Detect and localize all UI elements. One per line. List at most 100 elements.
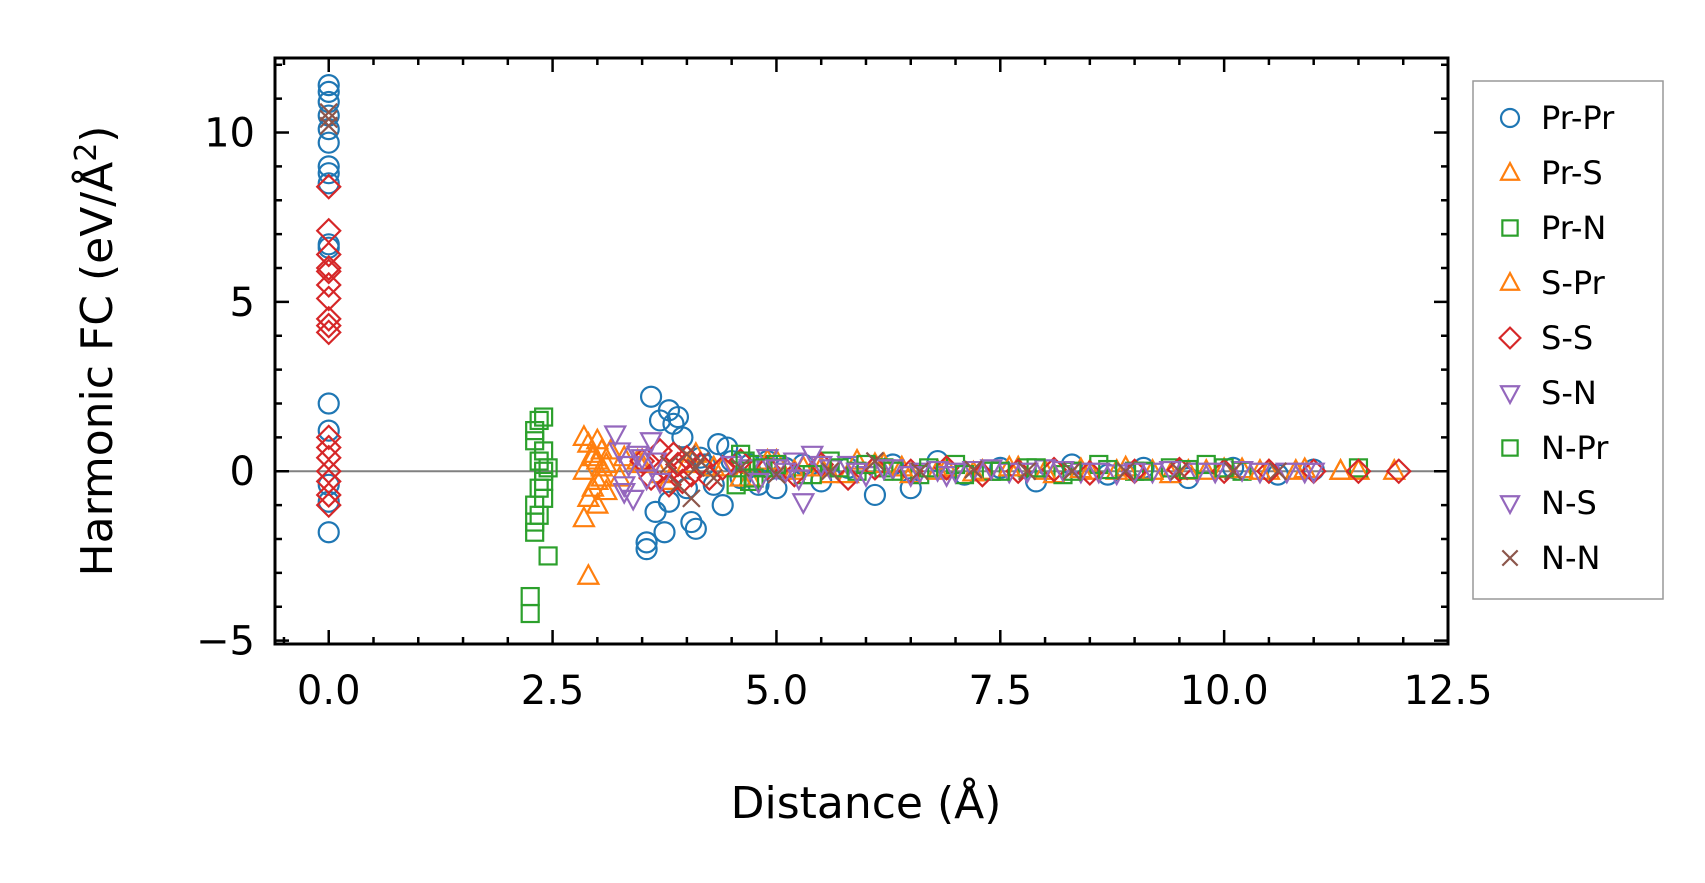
data-point bbox=[315, 319, 342, 346]
data-point bbox=[1223, 461, 1243, 481]
data-point bbox=[925, 460, 950, 483]
data-point bbox=[820, 461, 840, 481]
x-tick-label: 10.0 bbox=[1180, 668, 1269, 714]
data-point bbox=[1194, 457, 1219, 480]
data-point bbox=[707, 433, 730, 456]
data-point bbox=[315, 424, 342, 451]
legend-label: N-Pr bbox=[1541, 429, 1609, 467]
data-point bbox=[630, 449, 654, 472]
data-point bbox=[616, 455, 641, 478]
data-point bbox=[315, 305, 342, 332]
data-point bbox=[576, 562, 601, 585]
data-point bbox=[317, 392, 340, 415]
data-point bbox=[666, 405, 690, 429]
data-point bbox=[585, 468, 610, 491]
data-point bbox=[682, 489, 701, 508]
legend: Pr-Pr Pr-S Pr-N S-Pr S-S S-N N-Pr N-S N-N bbox=[1472, 80, 1664, 600]
data-point bbox=[709, 454, 736, 481]
legend-item-n-pr: N-Pr bbox=[1501, 429, 1609, 467]
y-tick-label: 10 bbox=[204, 111, 255, 157]
legend-marker bbox=[1501, 549, 1519, 567]
data-point bbox=[572, 505, 596, 528]
data-point bbox=[1328, 457, 1353, 480]
legend-marker bbox=[1499, 107, 1521, 129]
data-point bbox=[704, 468, 724, 488]
data-points-layer bbox=[315, 73, 1412, 624]
data-point bbox=[791, 493, 816, 516]
series-n-pr bbox=[726, 451, 1234, 495]
data-point bbox=[317, 521, 340, 544]
data-point bbox=[1158, 460, 1183, 483]
legend-label: S-S bbox=[1541, 319, 1593, 357]
data-point bbox=[1248, 457, 1272, 480]
data-point bbox=[711, 494, 734, 517]
data-point bbox=[677, 445, 697, 464]
data-point bbox=[639, 432, 663, 455]
data-point bbox=[1166, 456, 1193, 483]
data-point bbox=[1086, 462, 1111, 485]
data-point bbox=[315, 241, 342, 268]
data-point bbox=[634, 469, 659, 492]
legend-label: Pr-Pr bbox=[1541, 99, 1615, 137]
legend-label: S-N bbox=[1541, 374, 1597, 412]
legend-marker bbox=[1501, 219, 1519, 237]
data-point bbox=[319, 116, 339, 136]
data-point bbox=[691, 451, 710, 471]
legend-item-s-pr: S-Pr bbox=[1499, 264, 1606, 302]
data-point bbox=[648, 472, 672, 495]
data-point bbox=[317, 73, 340, 97]
data-point bbox=[317, 80, 340, 103]
data-point bbox=[653, 521, 676, 544]
legend-label: N-N bbox=[1541, 539, 1600, 577]
series-n-n bbox=[319, 102, 1288, 508]
data-point bbox=[1026, 458, 1046, 478]
y-tick-label: −5 bbox=[196, 619, 255, 665]
legend-marker bbox=[1501, 439, 1519, 457]
legend-item-s-n: S-N bbox=[1499, 374, 1597, 412]
legend-item-pr-n: Pr-N bbox=[1501, 209, 1606, 247]
data-point bbox=[655, 471, 683, 498]
data-point bbox=[315, 492, 342, 519]
data-point bbox=[534, 471, 554, 492]
y-axis-label-superscript: 2 bbox=[69, 143, 104, 162]
data-point bbox=[1040, 456, 1068, 483]
data-point bbox=[669, 468, 696, 495]
data-point bbox=[782, 452, 807, 475]
data-point bbox=[1098, 459, 1118, 480]
data-point bbox=[910, 461, 929, 481]
data-point bbox=[979, 459, 1004, 482]
data-point bbox=[612, 482, 637, 505]
data-point bbox=[872, 459, 896, 482]
legend-item-n-s: N-S bbox=[1499, 484, 1597, 522]
data-point bbox=[315, 312, 342, 339]
data-point bbox=[659, 455, 679, 474]
legend-label: Pr-S bbox=[1541, 154, 1603, 192]
data-point bbox=[534, 407, 554, 427]
data-point bbox=[1230, 460, 1254, 483]
data-point bbox=[1385, 458, 1412, 485]
data-point bbox=[315, 254, 342, 282]
legend-item-n-n: N-N bbox=[1501, 539, 1600, 577]
data-point bbox=[525, 512, 545, 532]
data-point bbox=[1255, 458, 1282, 485]
data-point bbox=[961, 460, 986, 483]
data-point bbox=[1346, 457, 1371, 480]
data-point bbox=[865, 451, 885, 471]
x-axis-label: Distance (Å) bbox=[731, 776, 1002, 829]
legend-marker bbox=[1499, 495, 1521, 516]
data-point bbox=[1116, 461, 1135, 481]
data-point bbox=[684, 517, 707, 540]
data-point bbox=[1005, 458, 1032, 485]
data-point bbox=[319, 109, 339, 129]
data-point bbox=[520, 603, 540, 624]
legend-frame bbox=[1472, 80, 1664, 600]
legend-marker bbox=[1498, 326, 1522, 350]
data-point bbox=[315, 271, 342, 299]
axis-ticks-layer: 0.0 2.5 5.0 7.5 10.0 12.5 −5 0 5 10 bbox=[196, 58, 1493, 714]
data-point bbox=[589, 454, 614, 477]
data-point bbox=[635, 538, 658, 561]
data-point bbox=[1283, 457, 1308, 480]
data-point bbox=[315, 258, 342, 285]
data-point bbox=[607, 442, 632, 465]
